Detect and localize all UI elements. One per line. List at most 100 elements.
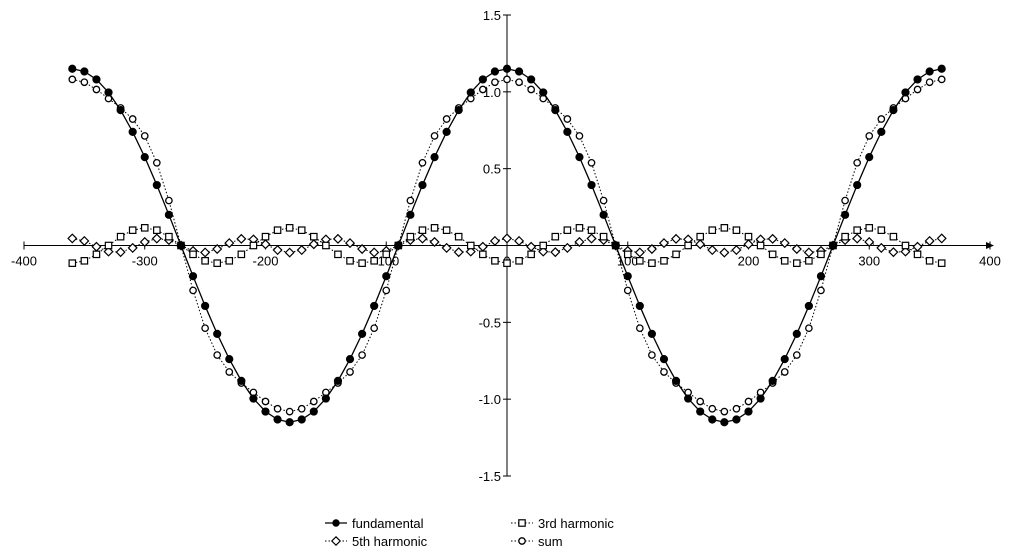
point-5th-harmonic [453, 247, 464, 258]
point-5th-harmonic [671, 233, 682, 244]
point-sum [623, 286, 632, 295]
point-sum [285, 407, 294, 416]
legend-label-fundamental: fundamental [352, 516, 424, 531]
point-sum [780, 368, 789, 376]
point-3rd-harmonic [285, 224, 294, 232]
point-5th-harmonic [67, 233, 78, 244]
point-sum [418, 158, 427, 167]
point-fundamental [309, 407, 318, 416]
point-fundamental [128, 127, 137, 137]
point-5th-harmonic [924, 235, 935, 247]
point-5th-harmonic [477, 241, 488, 252]
point-fundamental [442, 127, 451, 137]
x-tick-label: -400 [11, 254, 37, 269]
point-3rd-harmonic [503, 259, 511, 267]
point-3rd-harmonic [527, 250, 535, 259]
point-3rd-harmonic [648, 259, 656, 267]
x-tick-label: 200 [738, 254, 760, 269]
point-3rd-harmonic [128, 226, 137, 234]
point-3rd-harmonic [937, 259, 946, 267]
point-fundamental [647, 329, 657, 338]
point-sum [841, 196, 849, 205]
point-fundamental [792, 329, 801, 338]
point-3rd-harmonic [201, 257, 209, 265]
point-fundamental [104, 88, 113, 97]
point-sum [491, 78, 499, 87]
point-3rd-harmonic [418, 226, 427, 234]
point-fundamental [490, 67, 500, 76]
point-fundamental [213, 329, 222, 338]
point-3rd-harmonic [925, 257, 934, 265]
point-fundamental [551, 106, 560, 115]
point-fundamental [68, 64, 77, 73]
point-5th-harmonic [936, 233, 947, 244]
point-3rd-harmonic [92, 250, 101, 259]
point-3rd-harmonic [310, 232, 318, 241]
point-sum [152, 158, 161, 167]
point-sum [370, 324, 379, 333]
point-fundamental [225, 354, 234, 364]
legend-item-fundamental: fundamental [325, 516, 424, 531]
point-5th-harmonic [876, 242, 887, 253]
point-fundamental [527, 75, 536, 84]
point-3rd-harmonic [140, 224, 149, 232]
point-3rd-harmonic [551, 232, 560, 241]
point-fundamental [744, 407, 753, 416]
point-5th-harmonic [200, 247, 211, 258]
point-fundamental [877, 127, 886, 137]
point-5th-harmonic [79, 235, 90, 247]
point-sum [575, 132, 584, 140]
point-5th-harmonic [91, 241, 102, 252]
point-3rd-harmonic [80, 257, 89, 265]
point-fundamental [684, 394, 693, 403]
point-fundamental [599, 210, 608, 219]
point-sum [720, 407, 729, 416]
point-fundamental [152, 180, 161, 190]
point-sum [660, 368, 668, 376]
point-5th-harmonic [888, 247, 899, 258]
point-3rd-harmonic [720, 224, 729, 232]
point-3rd-harmonic [913, 250, 922, 259]
point-3rd-harmonic [346, 257, 354, 265]
point-fundamental [841, 210, 850, 219]
point-3rd-harmonic [853, 226, 861, 234]
point-3rd-harmonic [116, 232, 125, 241]
point-3rd-harmonic [865, 224, 874, 232]
point-5th-harmonic [658, 238, 670, 249]
point-sum [732, 404, 741, 413]
point-sum [92, 85, 101, 94]
point-3rd-harmonic [358, 259, 366, 267]
point-fundamental [466, 88, 475, 97]
point-fundamental [865, 153, 874, 162]
point-5th-harmonic [127, 242, 138, 253]
point-3rd-harmonic [684, 241, 692, 250]
point-fundamental [502, 64, 512, 73]
point-5th-harmonic [369, 247, 380, 258]
point-fundamental [370, 301, 379, 311]
point-3rd-harmonic [382, 250, 391, 259]
point-fundamental [164, 210, 173, 219]
point-3rd-harmonic [539, 241, 548, 250]
point-5th-harmonic [465, 246, 476, 257]
point-3rd-harmonic [273, 226, 282, 234]
point-5th-harmonic [357, 243, 368, 255]
point-fundamental [261, 407, 270, 416]
y-tick-label: -0.5 [479, 315, 501, 330]
point-fundamental [285, 418, 294, 427]
y-tick-label: 1.0 [483, 85, 501, 100]
legend-marker-3rd-harmonic [518, 519, 526, 527]
point-sum [478, 85, 487, 94]
point-5th-harmonic [224, 238, 235, 249]
point-fundamental [430, 153, 439, 162]
point-3rd-harmonic [442, 226, 451, 234]
point-sum [189, 286, 197, 295]
y-tick-label: -1.0 [479, 392, 501, 407]
point-3rd-harmonic [104, 241, 113, 250]
point-3rd-harmonic [322, 241, 330, 250]
point-fundamental [587, 180, 596, 190]
point-fundamental [853, 180, 862, 190]
point-3rd-harmonic [792, 259, 801, 267]
point-sum [68, 75, 77, 84]
point-5th-harmonic [417, 233, 428, 244]
point-3rd-harmonic [153, 226, 161, 234]
